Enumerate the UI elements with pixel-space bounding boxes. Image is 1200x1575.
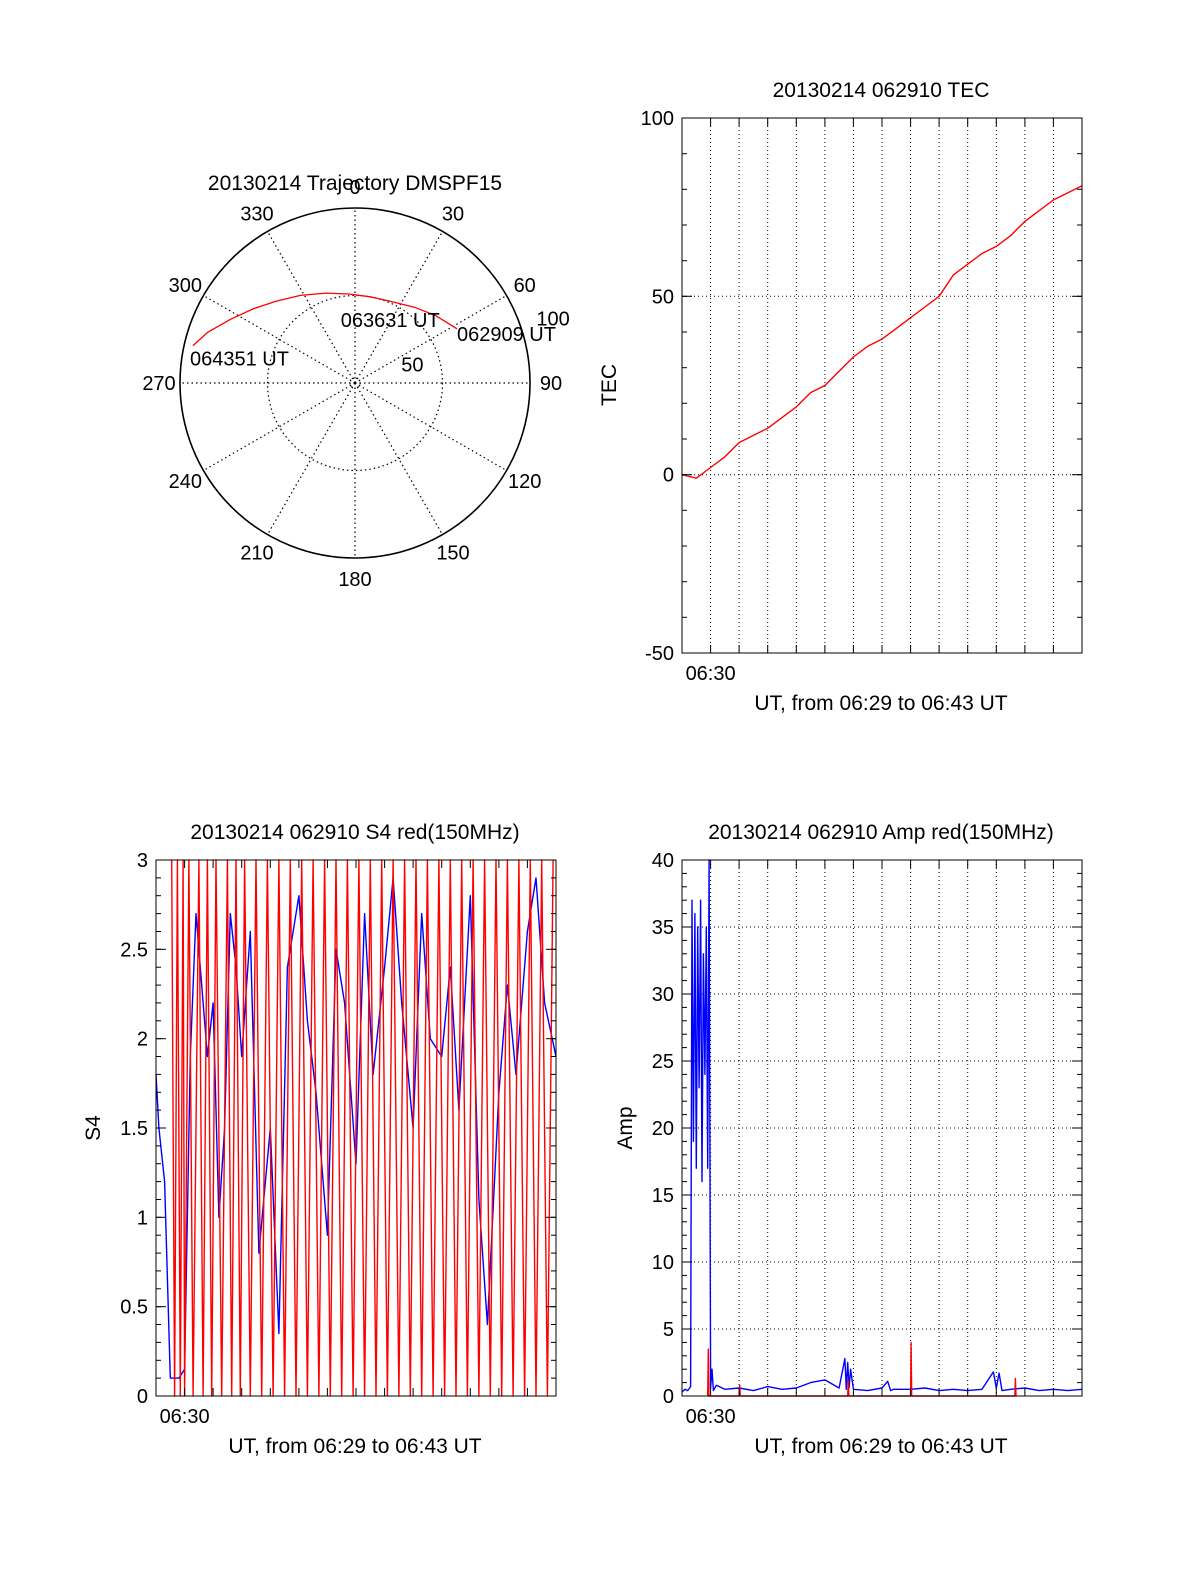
polar-labels: 0 30 60 90 120 150 180 210 240 270 300 330 50 1000629… [142,177,569,591]
y-tick-label: 40 [652,850,674,872]
azimuth-label: 0 [349,177,360,199]
amp-title: 20130214 062910 Amp red(150MHz) [708,821,1054,844]
tec-title: 20130214 062910 TEC [773,79,990,102]
y-tick-label: 15 [652,1185,674,1207]
amp-ticks: 06:30 0 5 10 15 20 25 30 35 40 [652,850,1083,1428]
tec-panel: 20130214 062910 TEC 06:30 -50 0 50 100 UT, f… [598,79,1083,715]
s4-series [155,859,557,1397]
y-tick-label: 2.5 [120,939,148,961]
y-tick-label: 0 [137,1386,148,1408]
series-line [681,185,1083,479]
x-tick-label: 06:30 [686,1406,736,1428]
y-tick-label: 30 [652,984,674,1006]
series-line [155,877,557,1379]
y-tick-label: 35 [652,917,674,939]
y-tick-label: 0 [663,465,674,487]
azimuth-label: 330 [240,203,273,225]
y-tick-label: 5 [663,1319,674,1341]
y-tick-label: 50 [652,286,674,308]
y-tick-label: 1 [137,1207,148,1229]
azimuth-label: 120 [508,471,541,493]
tec-ticks: 06:30 -50 0 50 100 [641,108,1083,685]
y-tick-label: 25 [652,1051,674,1073]
tec-grid [682,118,1082,653]
tec-xlabel: UT, from 06:29 to 06:43 UT [754,692,1007,715]
s4-panel: 20130214 062910 S4 red(150MHz) 06:30 0 0.5… [82,821,557,1458]
tec-ylabel: TEC [598,364,621,406]
tec-series [681,185,1083,479]
polar-center [349,377,361,389]
s4-title: 20130214 062910 S4 red(150MHz) [190,821,519,844]
azimuth-label: 210 [240,543,273,565]
trajectory-track [192,292,458,347]
x-tick-label: 06:30 [686,663,736,685]
trajectory-line [192,292,458,347]
y-tick-label: 20 [652,1118,674,1140]
azimuth-label: 180 [338,569,371,591]
polar-spoke [203,382,356,472]
y-tick-label: 100 [641,108,674,130]
time-annotation: 062909 UT [457,324,556,346]
s4-ticks: 06:30 0 0.5 1 1.5 2 2.5 3 [120,850,557,1428]
time-annotation: 064351 UT [190,349,289,371]
azimuth-label: 90 [540,373,562,395]
y-tick-label: -50 [645,643,674,665]
s4-xlabel: UT, from 06:29 to 06:43 UT [228,1435,481,1458]
ring-label: 50 [401,354,423,376]
azimuth-label: 30 [442,203,464,225]
series-line [681,859,1083,1393]
x-tick-label: 06:30 [160,1406,210,1428]
polar-spoke [354,231,444,384]
polar-outer-ring [179,207,531,559]
trajectory-title: 20130214 Trajectory DMSPF15 [208,172,502,195]
azimuth-label: 270 [142,373,175,395]
y-tick-label: 0.5 [120,1297,148,1319]
azimuth-label: 240 [169,471,202,493]
series-line [707,1341,1017,1397]
azimuth-label: 60 [514,275,536,297]
amp-ylabel: Amp [614,1106,637,1149]
y-tick-label: 0 [663,1386,674,1408]
polar-spoke [266,382,356,535]
amp-xlabel: UT, from 06:29 to 06:43 UT [754,1435,1007,1458]
polar-ring [266,294,444,472]
amp-grid [682,860,1082,1396]
y-tick-label: 3 [137,850,148,872]
y-tick-label: 2 [137,1029,148,1051]
polar-grid [179,207,531,559]
trajectory-polar-panel: 20130214 Trajectory DMSPF15 0 30 60 90 120 15… [142,172,569,591]
y-tick-label: 10 [652,1252,674,1274]
azimuth-label: 300 [169,275,202,297]
azimuth-label: 150 [436,543,469,565]
time-annotation: 063631 UT [341,310,440,332]
amp-panel: 20130214 062910 Amp red(150MHz) 06:30 0 5 1… [614,821,1083,1458]
s4-ylabel: S4 [82,1115,105,1141]
ring-label: 100 [536,309,569,331]
y-tick-label: 1.5 [120,1118,148,1140]
